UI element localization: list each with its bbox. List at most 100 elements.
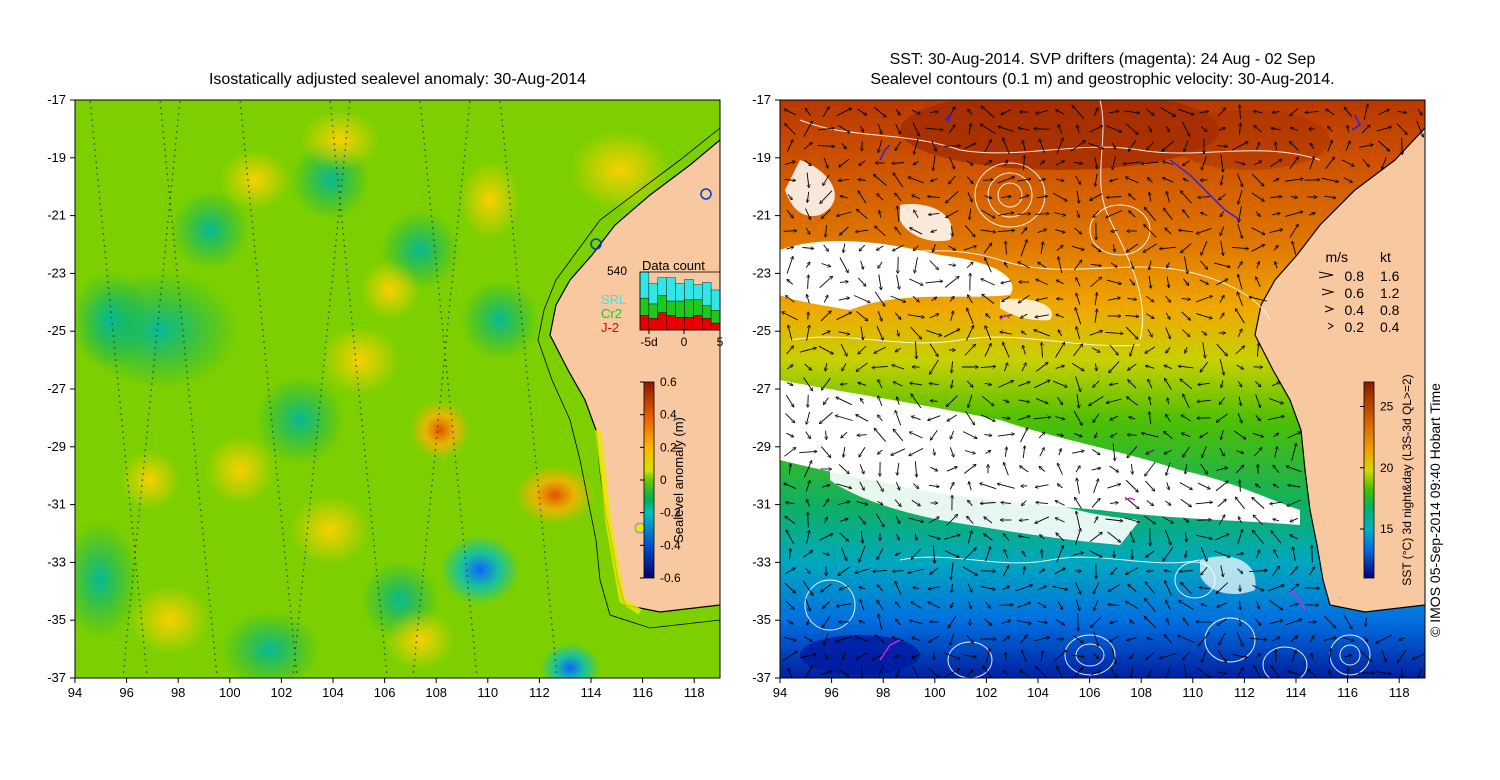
track-dot [465, 137, 468, 139]
velocity-vector [1221, 175, 1224, 184]
track-dot [111, 323, 113, 325]
track-dot [450, 419, 453, 421]
velocity-vector [823, 157, 828, 168]
velocity-vector [1146, 295, 1153, 301]
track-dot [131, 527, 134, 529]
velocity-vector [1255, 142, 1259, 150]
velocity-vector [1093, 413, 1100, 423]
track-dot [339, 197, 342, 199]
track-dot [429, 203, 432, 205]
track-dot [121, 425, 124, 427]
track-dot [208, 599, 211, 601]
track-dot [326, 329, 329, 331]
track-dot [511, 221, 513, 223]
velocity-vector [1089, 396, 1104, 405]
track-dot [317, 419, 320, 421]
velocity-vector [933, 545, 934, 563]
track-dot [451, 425, 454, 427]
track-dot [425, 161, 427, 163]
velocity-vector [1147, 328, 1152, 337]
velocity-vector [1195, 313, 1212, 319]
velocity-vector [1220, 211, 1225, 217]
velocity-vector [1376, 634, 1393, 643]
velocity-vector [1164, 449, 1172, 454]
velocity-vector [912, 295, 919, 302]
track-dot [139, 497, 142, 499]
track-dot [164, 155, 167, 157]
velocity-vector [1166, 126, 1170, 131]
track-dot [320, 389, 323, 391]
velocity-vector [1054, 212, 1066, 216]
velocity-vector [1328, 649, 1331, 664]
track-dot [368, 497, 371, 499]
track-dot [461, 527, 464, 529]
track-dot [163, 137, 165, 139]
track-dot [461, 521, 463, 523]
velocity-vector [951, 380, 952, 388]
track-dot [113, 341, 115, 343]
track-dot [135, 539, 138, 541]
velocity-vector [928, 415, 941, 421]
velocity-vector [896, 533, 900, 540]
velocity-vector [826, 430, 827, 439]
track-dot [158, 305, 161, 307]
track-dot [475, 671, 478, 673]
track-dot [464, 149, 466, 151]
velocity-vector [836, 312, 852, 321]
velocity-vector [1236, 309, 1245, 324]
velocity-vector [1149, 412, 1151, 425]
velocity-vector [799, 654, 816, 659]
velocity-vector [1129, 211, 1136, 218]
velocity-vector [894, 312, 901, 320]
velocity-vector [1238, 189, 1243, 204]
velocity-vector [1252, 584, 1263, 590]
velocity-vector [817, 146, 835, 147]
track-dot [209, 611, 212, 613]
velocity-vector [1417, 108, 1422, 115]
track-dot [445, 341, 447, 343]
velocity-vector [1036, 196, 1048, 198]
velocity-vector [843, 243, 845, 253]
velocity-vector [1183, 160, 1190, 166]
track-dot [270, 413, 272, 415]
velocity-vector [1090, 193, 1103, 201]
track-dot [473, 647, 476, 649]
velocity-vector [1165, 312, 1170, 319]
velocity-vector [783, 231, 797, 232]
track-dot [142, 473, 144, 475]
track-dot [252, 233, 255, 235]
velocity-vector [950, 430, 955, 439]
velocity-vector [1095, 432, 1097, 437]
track-dot [105, 263, 107, 265]
velocity-vector [1240, 123, 1241, 135]
velocity-vector [1148, 275, 1151, 288]
velocity-vector [1107, 531, 1121, 542]
velocity-vector [980, 503, 996, 504]
velocity-vector [1181, 191, 1192, 204]
track-dot [516, 275, 519, 277]
velocity-vector [966, 380, 973, 387]
velocity-vector [838, 464, 849, 473]
velocity-vector [925, 281, 943, 284]
velocity-vector [1093, 631, 1098, 646]
track-dot [330, 287, 333, 289]
track-dot [167, 185, 170, 187]
track-dot [424, 149, 426, 151]
velocity-vector [969, 208, 970, 220]
velocity-vector [836, 108, 852, 117]
x-tick-label: 112 [529, 685, 550, 700]
data-count-bar-srl [657, 277, 667, 296]
track-dot [519, 299, 521, 301]
velocity-vector [1236, 450, 1243, 453]
track-dot [506, 173, 509, 175]
track-dot [132, 569, 135, 571]
velocity-vector [896, 619, 901, 626]
x-tick-label: 102 [271, 685, 293, 700]
track-dot [526, 371, 528, 373]
velocity-vector [1236, 668, 1243, 678]
velocity-vector [822, 499, 828, 508]
velocity-vector [1055, 518, 1065, 523]
velocity-vector [1231, 142, 1248, 151]
velocity-vector [1376, 127, 1391, 132]
track-dot [431, 485, 433, 487]
